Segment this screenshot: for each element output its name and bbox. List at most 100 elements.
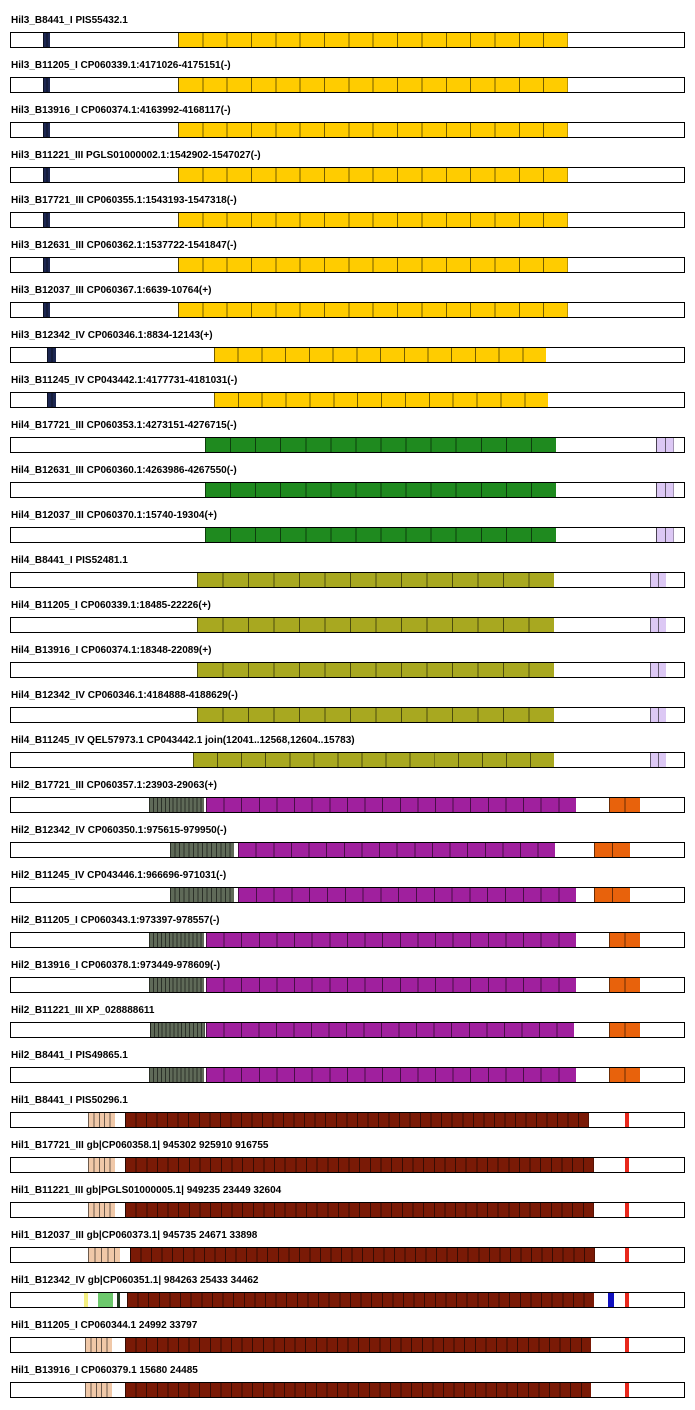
track: Hil3_B11245_IV CP043442.1:4177731-418103…	[0, 375, 695, 420]
track-bar	[10, 572, 685, 588]
track-label: Hil2_B11221_III XP_028888611	[11, 1005, 155, 1016]
gene-segment	[650, 618, 667, 632]
track-bar	[10, 122, 685, 138]
track-label: Hil2_B11245_IV CP043446.1:966696-971031(…	[11, 870, 227, 881]
track-bar	[10, 1022, 685, 1038]
track: Hil1_B17721_III gb|CP060358.1| 945302 92…	[0, 1140, 695, 1185]
gene-segment	[87, 1158, 115, 1172]
track: Hil1_B12342_IV gb|CP060351.1| 984263 254…	[0, 1275, 695, 1320]
gene-segment	[206, 933, 576, 947]
gene-segment	[192, 753, 554, 767]
track: Hil2_B17721_III CP060357.1:23903-29063(+…	[0, 780, 695, 825]
gene-segment	[206, 798, 576, 812]
gene-segment	[206, 978, 576, 992]
track-bar	[10, 527, 685, 543]
gene-segment	[609, 933, 641, 947]
gene-segment	[125, 1203, 594, 1217]
track-label: Hil4_B12037_III CP060370.1:15740-19304(+…	[11, 510, 217, 521]
gene-segment	[650, 573, 667, 587]
track-bar	[10, 1157, 685, 1173]
gene-segment	[83, 1293, 88, 1307]
track-bar	[10, 1112, 685, 1128]
gene-segment	[625, 1203, 630, 1217]
gene-segment	[625, 1293, 630, 1307]
gene-segment	[204, 438, 556, 452]
gene-segment	[42, 123, 51, 137]
gene-segment	[656, 438, 674, 452]
gene-segment	[204, 483, 556, 497]
track-label: Hil4_B17721_III CP060353.1:4273151-42767…	[11, 420, 237, 431]
track-label: Hil1_B8441_I PIS50296.1	[11, 1095, 128, 1106]
track-label: Hil2_B11205_I CP060343.1:973397-978557(-…	[11, 915, 220, 926]
track-label: Hil1_B12342_IV gb|CP060351.1| 984263 254…	[11, 1275, 259, 1286]
gene-segment	[127, 1293, 595, 1307]
track-bar	[10, 167, 685, 183]
gene-segment	[150, 1023, 205, 1037]
gene-segment	[625, 1338, 630, 1352]
gene-segment	[178, 123, 568, 137]
track-bar	[10, 1292, 685, 1308]
gene-segment	[169, 888, 234, 902]
gene-segment	[42, 33, 51, 47]
track-bar	[10, 437, 685, 453]
track-bar	[10, 482, 685, 498]
track: Hil4_B12342_IV CP060346.1:4184888-418862…	[0, 690, 695, 735]
track-label: Hil3_B12631_III CP060362.1:1537722-15418…	[11, 240, 237, 251]
track-label: Hil4_B11205_I CP060339.1:18485-22226(+)	[11, 600, 211, 611]
track-label: Hil3_B12037_III CP060367.1:6639-10764(+)	[11, 285, 212, 296]
gene-segment	[42, 78, 51, 92]
gene-segment	[206, 1023, 574, 1037]
track-bar	[10, 1337, 685, 1353]
gene-segment	[625, 1113, 630, 1127]
gene-segment	[42, 303, 51, 317]
track-label: Hil2_B17721_III CP060357.1:23903-29063(+…	[11, 780, 217, 791]
gene-segment	[87, 1203, 115, 1217]
track-bar	[10, 797, 685, 813]
gene-segment	[148, 798, 205, 812]
track-bar	[10, 842, 685, 858]
gene-segment	[98, 1293, 113, 1307]
track-label: Hil3_B11245_IV CP043442.1:4177731-418103…	[11, 375, 238, 386]
gene-segment	[125, 1383, 592, 1397]
track: Hil3_B11205_I CP060339.1:4171026-4175151…	[0, 60, 695, 105]
track-bar	[10, 212, 685, 228]
gene-segment	[148, 1068, 205, 1082]
gene-segment	[85, 1383, 113, 1397]
track-bar	[10, 1382, 685, 1398]
gene-segment	[625, 1248, 630, 1262]
track-bar	[10, 1067, 685, 1083]
track: Hil2_B11221_III XP_028888611	[0, 1005, 695, 1050]
track: Hil3_B11221_III PGLS01000002.1:1542902-1…	[0, 150, 695, 195]
gene-segment	[213, 348, 546, 362]
track-bar	[10, 617, 685, 633]
track: Hil4_B12037_III CP060370.1:15740-19304(+…	[0, 510, 695, 555]
track: Hil4_B12631_III CP060360.1:4263986-42675…	[0, 465, 695, 510]
gene-segment	[46, 348, 57, 362]
track: Hil1_B11205_I CP060344.1 24992 33797	[0, 1320, 695, 1365]
track-label: Hil3_B11221_III PGLS01000002.1:1542902-1…	[11, 150, 261, 161]
track-bar	[10, 662, 685, 678]
track-bar	[10, 932, 685, 948]
track: Hil2_B12342_IV CP060350.1:975615-979950(…	[0, 825, 695, 870]
track-label: Hil3_B11205_I CP060339.1:4171026-4175151…	[11, 60, 231, 71]
gene-segment	[656, 483, 674, 497]
gene-segment	[196, 618, 554, 632]
gene-segment	[178, 303, 568, 317]
track: Hil3_B17721_III CP060355.1:1543193-15473…	[0, 195, 695, 240]
gene-segment	[237, 843, 556, 857]
track-label: Hil1_B11221_III gb|PGLS01000005.1| 94923…	[11, 1185, 282, 1196]
gene-segment	[42, 258, 51, 272]
gene-segment	[609, 798, 641, 812]
track-label: Hil1_B13916_I CP060379.1 15680 24485	[11, 1365, 198, 1376]
track-label: Hil4_B12342_IV CP060346.1:4184888-418862…	[11, 690, 238, 701]
gene-segment	[206, 1068, 576, 1082]
track: Hil1_B13916_I CP060379.1 15680 24485	[0, 1365, 695, 1410]
gene-segment	[42, 168, 51, 182]
track-label: Hil4_B8441_I PIS52481.1	[11, 555, 128, 566]
track-label: Hil1_B11205_I CP060344.1 24992 33797	[11, 1320, 198, 1331]
track-bar	[10, 392, 685, 408]
gene-segment	[656, 528, 674, 542]
gene-segment	[125, 1158, 594, 1172]
track-label: Hil2_B13916_I CP060378.1:973449-978609(-…	[11, 960, 221, 971]
track: Hil2_B11245_IV CP043446.1:966696-971031(…	[0, 870, 695, 915]
